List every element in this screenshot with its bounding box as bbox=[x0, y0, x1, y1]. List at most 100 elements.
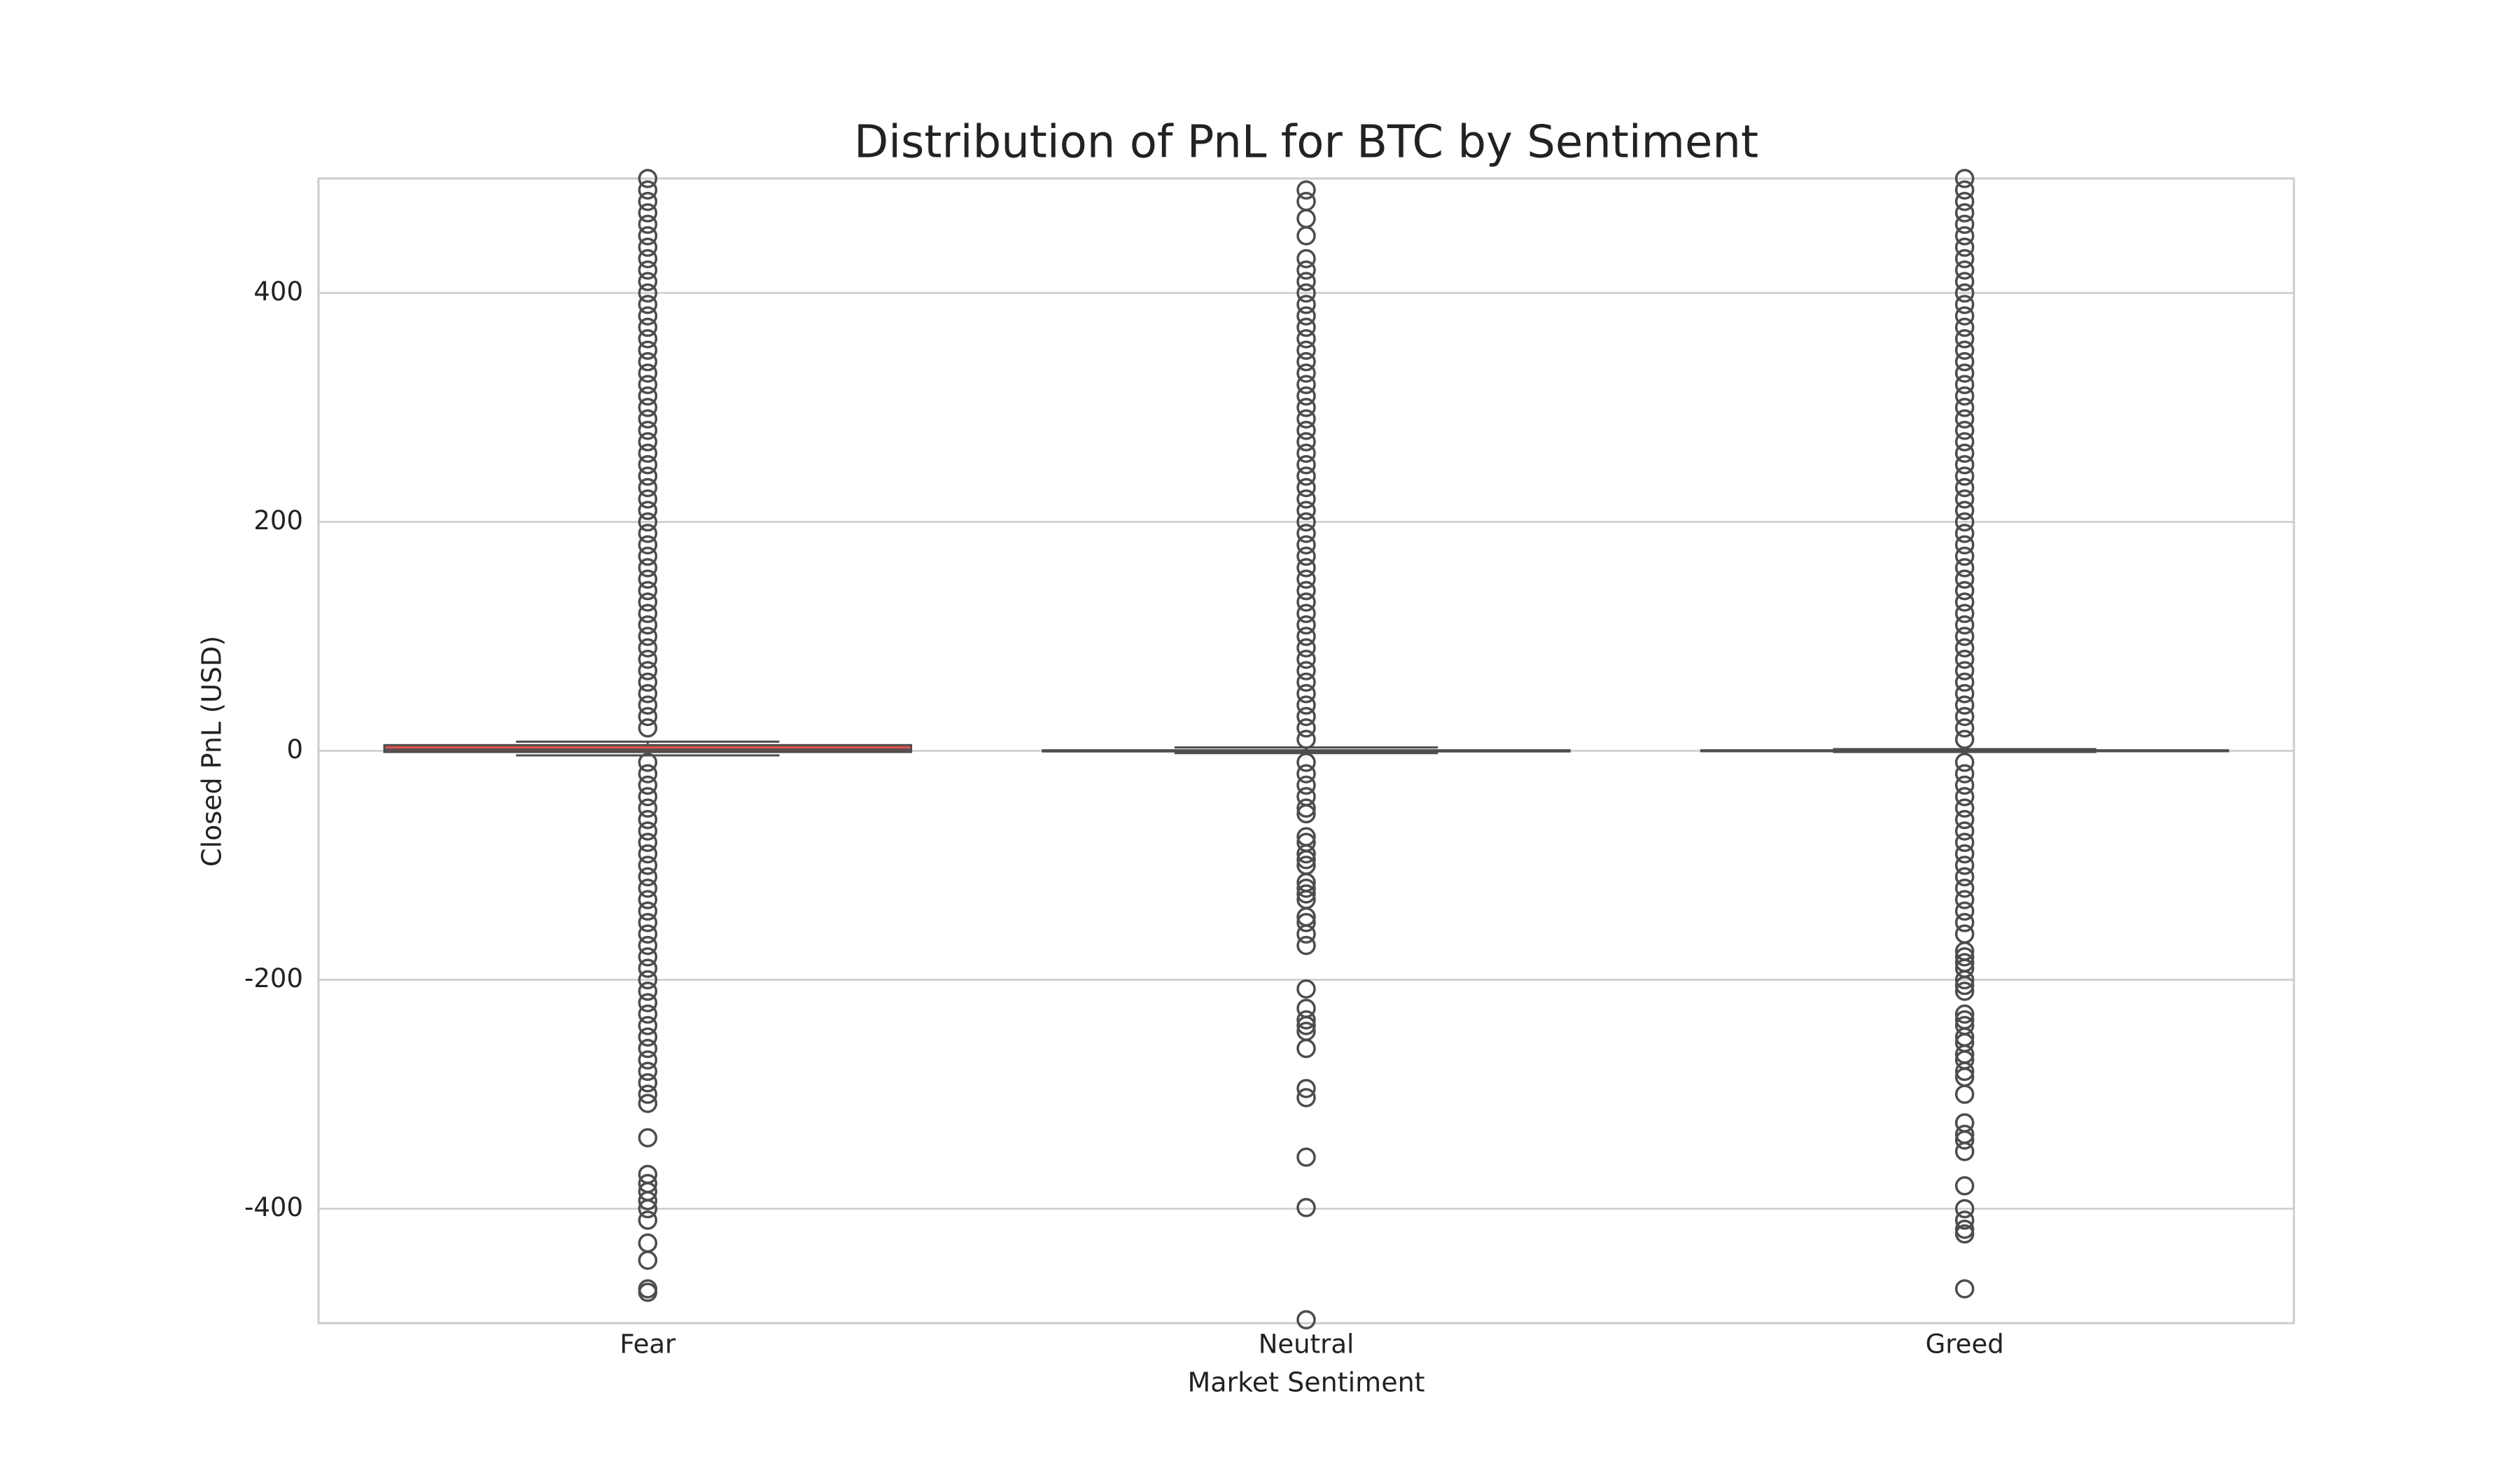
outlier bbox=[1954, 569, 1975, 589]
outlier bbox=[1954, 558, 1975, 578]
outlier bbox=[638, 455, 658, 475]
outlier bbox=[1296, 603, 1316, 624]
outlier bbox=[1296, 1310, 1316, 1329]
outlier bbox=[1296, 501, 1316, 520]
outlier bbox=[1296, 775, 1316, 795]
outlier bbox=[1296, 979, 1316, 999]
outlier bbox=[1954, 489, 1975, 509]
plot-frame bbox=[317, 177, 2295, 1325]
outlier bbox=[638, 569, 658, 589]
outlier bbox=[1954, 432, 1975, 452]
outlier bbox=[1954, 867, 1975, 887]
outlier bbox=[1954, 856, 1975, 875]
outlier bbox=[638, 420, 658, 440]
outlier bbox=[638, 306, 658, 326]
outlier bbox=[1954, 512, 1975, 532]
outlier bbox=[638, 970, 658, 990]
outlier bbox=[1296, 477, 1316, 498]
y-axis-label: Closed PnL (USD) bbox=[197, 636, 227, 867]
outlier bbox=[638, 672, 658, 692]
outlier bbox=[638, 489, 658, 509]
outlier bbox=[1296, 558, 1316, 578]
outlier bbox=[1296, 489, 1316, 509]
outlier bbox=[1296, 804, 1316, 824]
outlier bbox=[638, 809, 658, 830]
outlier bbox=[1296, 924, 1316, 944]
outlier bbox=[1296, 180, 1316, 200]
outlier bbox=[1954, 226, 1975, 246]
outlier bbox=[638, 1061, 658, 1082]
outlier bbox=[638, 466, 658, 486]
outlier bbox=[1954, 501, 1975, 520]
outlier bbox=[1954, 592, 1975, 612]
outlier bbox=[1954, 180, 1975, 200]
box bbox=[383, 744, 913, 753]
outlier bbox=[638, 890, 658, 909]
outlier bbox=[1954, 947, 1975, 967]
outlier bbox=[638, 169, 658, 188]
outlier bbox=[1954, 1210, 1975, 1230]
outlier bbox=[638, 1050, 658, 1070]
outlier bbox=[1296, 375, 1316, 395]
outlier bbox=[1296, 386, 1316, 406]
outlier bbox=[1954, 844, 1975, 864]
outlier bbox=[1954, 603, 1975, 624]
outlier bbox=[1954, 695, 1975, 715]
outlier bbox=[1954, 649, 1975, 669]
outlier bbox=[638, 661, 658, 680]
outlier bbox=[1954, 890, 1975, 909]
outlier bbox=[1954, 638, 1975, 658]
outlier bbox=[638, 558, 658, 578]
outlier bbox=[1954, 1084, 1975, 1104]
outlier bbox=[1954, 203, 1975, 223]
outlier bbox=[1296, 798, 1316, 818]
y-tick-label: 0 bbox=[286, 734, 303, 765]
outlier bbox=[1296, 535, 1316, 554]
outlier bbox=[1296, 850, 1316, 870]
outlier bbox=[638, 982, 658, 1001]
outlier bbox=[638, 1004, 658, 1024]
outlier bbox=[1296, 260, 1316, 280]
outlier bbox=[638, 947, 658, 967]
outlier bbox=[1296, 272, 1316, 291]
chart-title: Distribution of PnL for BTC by Sentiment bbox=[854, 117, 1758, 169]
outlier bbox=[1296, 569, 1316, 589]
outlier bbox=[1296, 420, 1316, 440]
outlier bbox=[638, 1016, 658, 1035]
outlier bbox=[638, 386, 658, 406]
outlier bbox=[638, 237, 658, 257]
outlier bbox=[1954, 386, 1975, 406]
outlier bbox=[638, 832, 658, 853]
outlier bbox=[1954, 306, 1975, 326]
outlier bbox=[638, 283, 658, 303]
outlier bbox=[1296, 512, 1316, 532]
outlier bbox=[638, 798, 658, 818]
outlier bbox=[638, 329, 658, 349]
outlier bbox=[638, 351, 658, 372]
outlier bbox=[638, 1073, 658, 1093]
outlier bbox=[638, 295, 658, 314]
outlier bbox=[638, 180, 658, 200]
y-tick-label: -400 bbox=[244, 1192, 303, 1222]
outlier bbox=[1296, 283, 1316, 303]
outlier bbox=[638, 272, 658, 291]
outlier bbox=[1954, 706, 1975, 727]
outlier bbox=[1296, 317, 1316, 337]
outlier bbox=[638, 226, 658, 246]
outlier bbox=[638, 844, 658, 864]
outlier bbox=[638, 340, 658, 360]
outlier bbox=[638, 249, 658, 269]
outlier bbox=[1296, 1010, 1316, 1030]
outlier bbox=[1296, 672, 1316, 692]
outlier bbox=[638, 363, 658, 383]
outlier bbox=[638, 580, 658, 601]
outlier bbox=[1954, 982, 1975, 1001]
outlier bbox=[1296, 935, 1316, 956]
outlier bbox=[638, 398, 658, 417]
outlier bbox=[638, 615, 658, 635]
outlier bbox=[1954, 398, 1975, 417]
outlier bbox=[638, 409, 658, 429]
outlier bbox=[1296, 649, 1316, 669]
outlier bbox=[1296, 443, 1316, 463]
